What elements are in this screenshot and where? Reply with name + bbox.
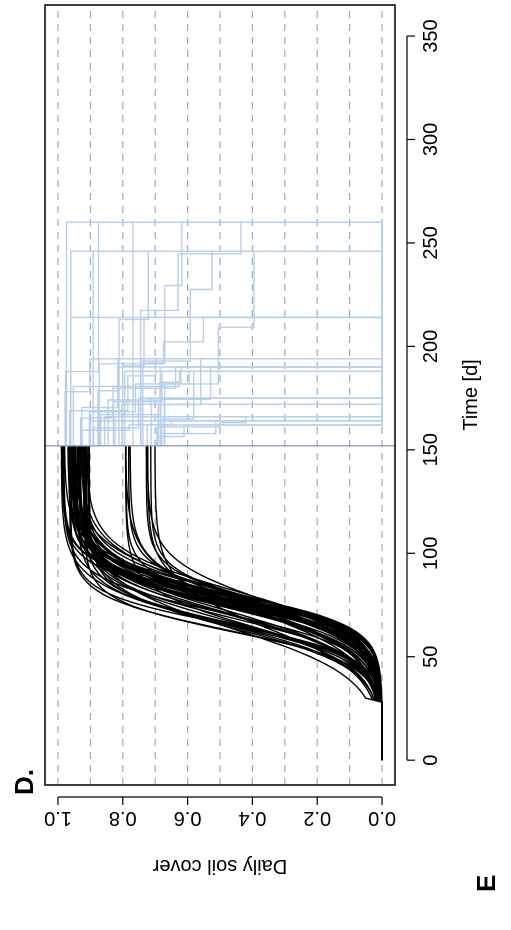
post-harvest-curve (139, 221, 382, 446)
post-harvest-curve (99, 222, 383, 446)
x-tick-label: 50 (420, 646, 442, 668)
post-harvest-curves (64, 221, 383, 446)
post-harvest-curve (92, 222, 383, 446)
post-harvest-curve (157, 222, 383, 446)
post-harvest-curve (122, 222, 383, 446)
post-harvest-curve (70, 222, 383, 446)
post-harvest-curve (164, 222, 383, 446)
y-tick-label: 1.0 (44, 807, 72, 829)
x-tick-label: 150 (420, 433, 442, 466)
x-tick-label: 200 (420, 330, 442, 363)
panel-label: D. (9, 769, 39, 795)
post-harvest-curve (114, 222, 383, 446)
post-harvest-curve (157, 222, 383, 446)
x-tick-label: 0 (420, 755, 442, 766)
post-harvest-curve (161, 222, 383, 446)
post-harvest-curve (163, 222, 383, 446)
y-axis-label: Daily soil cover (152, 855, 287, 877)
y-tick-label: 0.0 (368, 807, 396, 829)
y-tick-label: 0.8 (109, 807, 137, 829)
x-axis-label: Time [d] (460, 359, 482, 431)
post-harvest-curve (132, 221, 382, 446)
x-axis: 0 50 100 150 200 250 300 350 (406, 19, 442, 766)
post-harvest-curve (98, 222, 383, 446)
x-tick-label: 300 (420, 123, 442, 156)
post-harvest-curve (97, 222, 383, 446)
x-tick-label: 350 (420, 19, 442, 52)
post-harvest-curve (107, 222, 383, 446)
growth-curve (72, 445, 383, 761)
post-harvest-curve (150, 222, 383, 446)
post-harvest-curve (103, 222, 383, 446)
plot-frame (44, 4, 396, 786)
growth-curves (60, 445, 383, 761)
next-panel-label: E (471, 875, 501, 892)
x-tick-label: 250 (420, 226, 442, 259)
y-tick-label: 0.6 (174, 807, 202, 829)
post-harvest-curve (65, 221, 382, 446)
post-harvest-curve (140, 222, 383, 446)
y-tick-label: 0.2 (303, 807, 331, 829)
post-harvest-curve (112, 222, 383, 446)
y-tick-label: 0.4 (239, 807, 267, 829)
post-harvest-curve (93, 222, 383, 446)
y-axis: 0.0 0.2 0.4 0.6 0.8 1.0 (44, 796, 396, 829)
x-tick-label: 100 (420, 537, 442, 570)
